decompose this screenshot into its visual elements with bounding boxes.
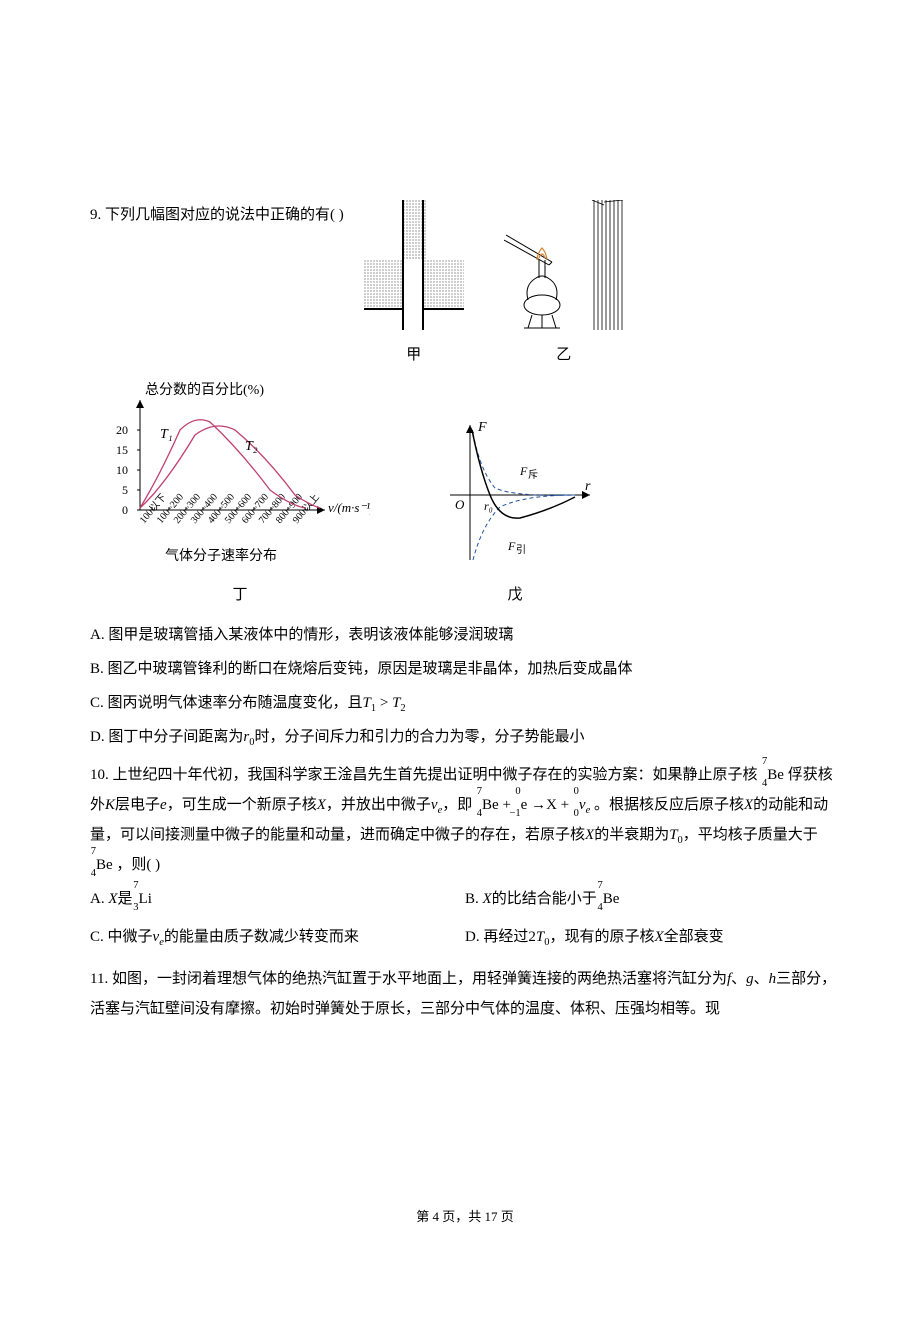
figure-yi-caption: 乙: [556, 340, 571, 370]
ytick-10: 10: [116, 463, 128, 477]
page-number: 第 4 页，共 17 页: [90, 1204, 840, 1230]
figure-jia: 甲: [364, 200, 464, 370]
wu-origin: O: [455, 497, 465, 512]
q10-option-b: B. X的比结合能小于74Be: [465, 884, 840, 914]
figure-ding: 总分数的百分比(%) 0 5 10 15 20 100以下 100~200 20: [110, 380, 370, 610]
q10-options: A. X是73Li B. X的比结合能小于74Be C. 中微子νe的能量由质子…: [90, 880, 840, 956]
ding-subtitle: 气体分子速率分布: [165, 547, 277, 564]
ytick-20: 20: [116, 423, 128, 437]
nuclide-e: 0−1e: [521, 790, 528, 820]
q9-option-c: C. 图丙说明气体速率分布随温度变化，且T1 > T2: [90, 688, 840, 718]
curve-t2-label: T₂: [245, 439, 258, 454]
question-9: 9. 下列几幅图对应的说法中正确的有( ): [90, 200, 840, 752]
q10-p1: 上世纪四十年代初，我国科学家王淦昌先生首先提出证明中微子存在的实验方案：如果静止…: [113, 767, 758, 783]
q11-number: 11.: [90, 971, 108, 987]
nuclide-be-3: 74Be: [96, 850, 113, 880]
ytick-0: 0: [122, 503, 128, 517]
question-11: 11. 如图，一封闭着理想气体的绝热汽缸置于水平地面上，用轻弹簧连接的两绝热活塞…: [90, 964, 840, 1024]
q9-option-d: D. 图丁中分子间距离为r0时，分子间斥力和引力的合力为零，分子势能最小: [90, 722, 840, 752]
ytick-15: 15: [116, 443, 128, 457]
q9-option-a: A. 图甲是玻璃管插入某液体中的情形，表明该液体能够浸润玻璃: [90, 620, 840, 650]
figure-jia-caption: 甲: [406, 340, 421, 370]
q9-stem-text: 下列几幅图对应的说法中正确的有( ): [105, 207, 344, 223]
figure-yi-svg: [504, 200, 624, 335]
ding-xlabel: v/(m·s⁻¹): [328, 500, 370, 515]
r0-label: r₀: [484, 499, 493, 513]
q9-option-b: B. 图乙中玻璃管锋利的断口在烧熔后变钝，原因是玻璃是非晶体，加热后变成晶体: [90, 654, 840, 684]
q9-bottom-figures: 总分数的百分比(%) 0 5 10 15 20 100以下 100~200 20: [110, 380, 840, 610]
q9-top-figures: 甲: [364, 200, 624, 370]
figure-wu-svg: F r O F 斥 F 引 r₀: [430, 415, 600, 575]
nuclide-be-1: 74Be: [767, 760, 784, 790]
nuclide-nu: 00νe: [579, 790, 590, 820]
f-repulse-sub: 斥: [528, 469, 538, 481]
figure-wu-caption: 戊: [507, 580, 522, 610]
q10-arrow: →X +: [531, 797, 573, 813]
figure-jia-svg: [364, 200, 464, 335]
curve-t1-label: T₁: [160, 427, 173, 442]
f-attract: F: [507, 539, 516, 553]
q9-stem: 9. 下列几幅图对应的说法中正确的有( ): [90, 200, 344, 230]
figure-ding-caption: 丁: [232, 580, 247, 610]
ding-ylabel: 总分数的百分比(%): [145, 382, 264, 398]
q11-stem: 如图，一封闭着理想气体的绝热汽缸置于水平地面上，用轻弹簧连接的两绝热活塞将汽缸分…: [90, 971, 836, 1017]
figure-wu: F r O F 斥 F 引 r₀ 戊: [430, 415, 600, 610]
wu-xlabel: r: [585, 479, 591, 494]
f-attract-sub: 引: [516, 544, 526, 556]
wu-ylabel: F: [477, 420, 487, 435]
figure-yi: 乙: [504, 200, 624, 370]
figure-ding-svg: 总分数的百分比(%) 0 5 10 15 20 100以下 100~200 20: [110, 380, 370, 575]
q9-number: 9.: [90, 207, 101, 223]
q10-option-d: D. 再经过2T0，现有的原子核X全部衰变: [465, 922, 840, 952]
q10-p4: ，则( ): [116, 857, 160, 873]
f-repulse: F: [519, 464, 528, 478]
q10-option-c: C. 中微子νe的能量由质子数减少转变而来: [90, 922, 465, 952]
q10-option-a: A. X是73Li: [90, 884, 465, 914]
nuclide-be-2: 74Be: [482, 790, 499, 820]
q10-number: 10.: [90, 767, 109, 783]
ytick-5: 5: [122, 483, 128, 497]
question-10: 10. 上世纪四十年代初，我国科学家王淦昌先生首先提出证明中微子存在的实验方案：…: [90, 760, 840, 956]
